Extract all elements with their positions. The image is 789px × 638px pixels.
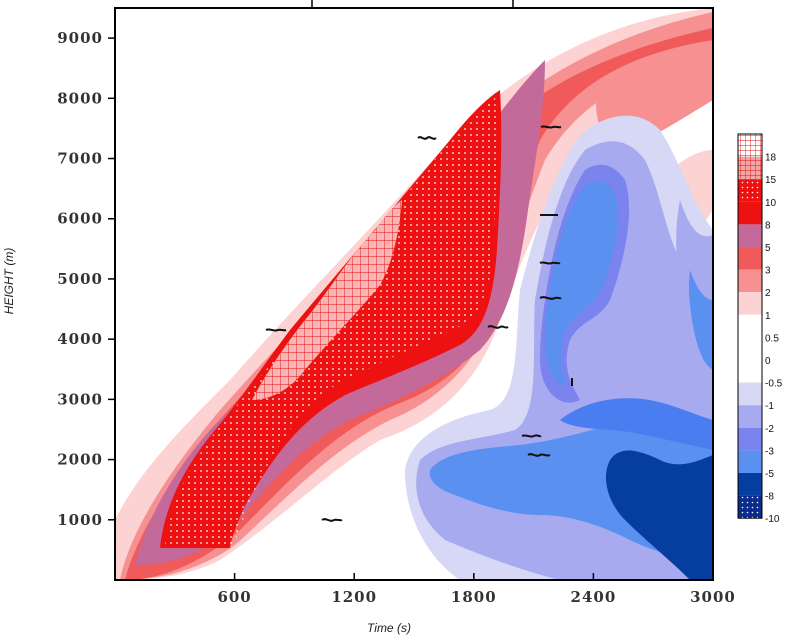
- colorbar-label: 1: [765, 311, 771, 322]
- y-tick-label: 6000: [57, 210, 103, 228]
- colorbar-frame: [737, 133, 763, 519]
- colorbar-swatch: [738, 224, 762, 247]
- colorbar-swatch: [738, 360, 762, 383]
- x-tick-label: 2400: [571, 588, 617, 606]
- colorbar-label: -3: [765, 446, 774, 457]
- colorbar-swatch: [738, 314, 762, 338]
- contour-right-edge-neg2: [688, 270, 713, 370]
- colorbar: 18 15 10 8 5 3 2 1 0.5 0 -0.5 -1 -2 -3 -5 -8 -10: [737, 133, 783, 525]
- contour-fields: [115, 8, 713, 580]
- plot-frame: [114, 7, 714, 581]
- y-tick-label: 9000: [57, 29, 103, 47]
- colorbar-swatch: [738, 292, 762, 315]
- y-tick-label: 8000: [57, 89, 103, 107]
- x-tick-label: 1200: [331, 588, 377, 606]
- colorbar-swatch: [738, 450, 762, 473]
- colorbar-label: -8: [765, 492, 774, 503]
- y-tick-label: 1000: [57, 511, 103, 529]
- colorbar-label: 0: [765, 356, 771, 367]
- colorbar-label: 18: [765, 153, 777, 164]
- x-axis: 600 1200 1800 2400 3000: [217, 573, 735, 606]
- colorbar-label: 0.5: [765, 333, 779, 344]
- colorbar-swatch: [738, 382, 762, 406]
- colorbar-swatch: [738, 427, 762, 451]
- colorbar-swatch: [738, 473, 762, 496]
- colorbar-label: 15: [765, 175, 777, 186]
- colorbar-label: -0.5: [765, 379, 783, 390]
- x-tick-label: 3000: [690, 588, 736, 606]
- x-tick-label: 1800: [451, 588, 497, 606]
- colorbar-swatch: [738, 337, 762, 360]
- colorbar-label: 10: [765, 198, 777, 209]
- colorbar-swatch-pattern: [738, 134, 762, 157]
- colorbar-swatch: [738, 405, 762, 428]
- y-tick-label: 5000: [57, 270, 103, 288]
- colorbar-label: 3: [765, 266, 771, 277]
- colorbar-swatch: [738, 247, 762, 270]
- colorbar-swatch-pattern: [738, 495, 762, 519]
- colorbar-label: 5: [765, 243, 771, 254]
- y-tick-label: 2000: [57, 451, 103, 469]
- x-axis-title: Time (s): [367, 621, 411, 635]
- colorbar-swatch: [738, 269, 762, 293]
- x-tick-label: 600: [217, 588, 251, 606]
- colorbar-label: -10: [765, 514, 780, 525]
- contour-markers: [265, 125, 573, 522]
- contour-level-m8: [605, 450, 713, 580]
- y-tick-label: 4000: [57, 330, 103, 348]
- colorbar-swatch-pattern: [738, 156, 762, 180]
- colorbar-label: 8: [765, 220, 771, 231]
- y-axis-title: HEIGHT (m): [2, 248, 16, 315]
- colorbar-label: -5: [765, 469, 774, 480]
- colorbar-label: -1: [765, 401, 774, 412]
- colorbar-label: 2: [765, 288, 771, 299]
- colorbar-swatch: [738, 201, 762, 225]
- y-tick-label: 7000: [57, 150, 103, 168]
- contour-level-m3: [545, 181, 618, 385]
- colorbar-swatch-pattern: [738, 179, 762, 202]
- contour-level-m5: [560, 398, 713, 450]
- colorbar-label: -2: [765, 424, 774, 435]
- y-tick-label: 3000: [57, 390, 103, 408]
- y-axis: 1000 2000 3000 4000 5000 6000 7000 8000 9000: [57, 29, 115, 529]
- contour-level-18: [252, 200, 402, 400]
